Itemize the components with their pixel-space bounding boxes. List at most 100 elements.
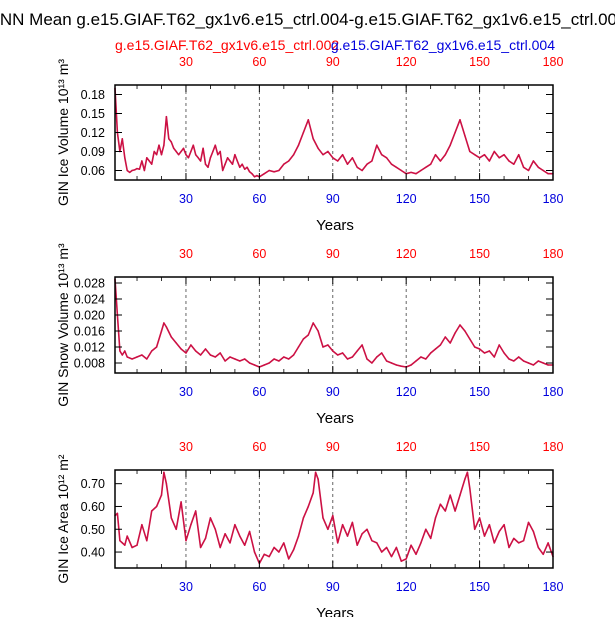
data-point (498, 530, 500, 533)
data-point (124, 350, 126, 352)
x-tick-label: 180 (543, 580, 564, 594)
data-point (209, 354, 212, 356)
data-point (493, 356, 495, 358)
data-point (248, 530, 251, 533)
data-point (273, 546, 275, 549)
data-point (197, 157, 199, 159)
x-tick-label: 150 (469, 385, 490, 399)
data-point (268, 555, 270, 558)
data-point (248, 362, 251, 364)
data-point (425, 358, 427, 360)
data-point (133, 169, 136, 171)
data-point (192, 144, 194, 146)
data-point (124, 544, 126, 546)
data-point (527, 521, 530, 524)
data-point (532, 530, 535, 533)
y-tick-label: 0.020 (74, 309, 105, 323)
data-point (522, 166, 525, 168)
data-point (204, 163, 207, 165)
data-point (219, 150, 221, 153)
data-point (366, 358, 368, 360)
data-point (337, 354, 339, 356)
data-point (180, 501, 182, 503)
data-point (214, 144, 216, 146)
data-point (153, 150, 155, 153)
data-point (488, 160, 491, 162)
data-point (160, 154, 163, 156)
legend-run-a: g.e15.GIAF.T62_gx1v6.e15_ctrl.002 (115, 37, 339, 53)
top-x-tick-label: 30 (179, 55, 193, 69)
top-x-tick-label: 150 (469, 440, 490, 454)
data-point (493, 542, 495, 544)
data-point (503, 352, 505, 354)
data-point (244, 544, 246, 546)
data-point (307, 119, 309, 121)
data-point (141, 354, 143, 356)
data-point (239, 535, 241, 537)
data-point (256, 174, 258, 177)
data-point (547, 542, 549, 544)
x-tick-label: 120 (396, 580, 417, 594)
series-line (114, 88, 553, 178)
data-point (268, 169, 270, 172)
data-point (366, 163, 368, 165)
plot-frame (114, 276, 554, 374)
y-tick-label: 0.18 (81, 88, 105, 102)
data-point (136, 167, 138, 170)
data-point (170, 141, 172, 143)
data-point (493, 150, 495, 153)
data-point (547, 173, 549, 175)
data-point (168, 138, 170, 140)
x-tick-label: 120 (396, 192, 417, 206)
data-point (474, 154, 476, 156)
data-point (513, 360, 515, 362)
y-tick-label: 0.12 (81, 126, 105, 140)
data-point (322, 517, 324, 519)
data-point (214, 528, 216, 530)
data-point (234, 154, 236, 156)
data-point (146, 540, 148, 542)
data-point (395, 166, 398, 168)
data-point (371, 540, 373, 542)
data-point (415, 553, 417, 555)
data-point (508, 546, 510, 549)
y-tick-label: 0.012 (74, 341, 105, 355)
data-point (439, 503, 442, 505)
x-axis-label: Years (316, 217, 354, 234)
data-point (214, 356, 216, 358)
data-point (170, 517, 172, 519)
data-point (209, 517, 212, 519)
data-point (263, 553, 265, 555)
data-point (251, 173, 253, 175)
data-point (503, 154, 505, 156)
x-tick-label: 30 (179, 385, 193, 399)
data-point (513, 537, 515, 540)
data-point (327, 150, 329, 153)
data-point (508, 358, 510, 360)
data-point (376, 144, 378, 146)
data-point (292, 154, 295, 156)
data-point (224, 533, 226, 535)
data-point (434, 154, 437, 156)
data-point (234, 524, 236, 526)
data-point (146, 157, 148, 159)
data-point (116, 512, 119, 514)
data-point (449, 494, 451, 496)
data-point (241, 163, 243, 165)
data-point (498, 344, 500, 346)
y-tick-label: 0.008 (74, 357, 105, 371)
top-x-tick-label: 60 (252, 247, 266, 261)
data-point (207, 166, 209, 168)
data-point (341, 352, 344, 354)
data-point (131, 358, 133, 360)
data-point (278, 360, 280, 362)
data-point (381, 551, 383, 553)
data-point (464, 135, 466, 137)
data-point (312, 492, 314, 494)
data-point (371, 362, 373, 364)
panels: 30 60 90 120 150 180 30 60 90 120 150 180 0.06 0.09 0.… (55, 55, 564, 622)
data-point (469, 338, 471, 340)
data-point (527, 362, 530, 364)
data-point (361, 533, 363, 535)
data-point (126, 535, 128, 537)
